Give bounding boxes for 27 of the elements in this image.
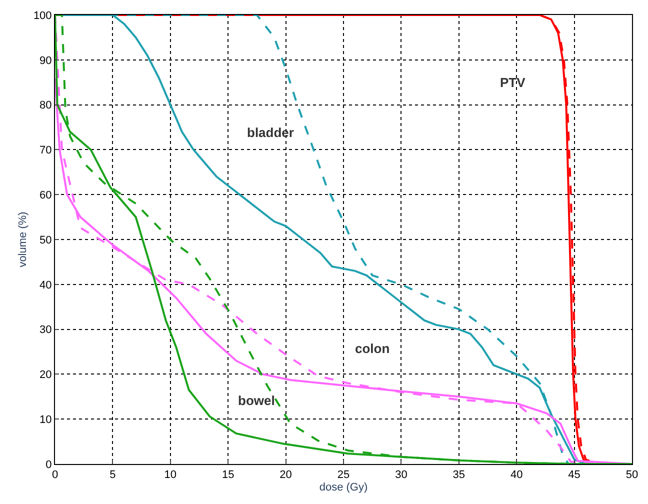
y-tick-label: 10 <box>40 414 52 426</box>
annotation: colon <box>355 341 390 356</box>
x-tick-label: 50 <box>626 469 638 482</box>
y-tick-label: 90 <box>40 54 52 67</box>
y-axis-title: volume (%) <box>17 212 30 268</box>
y-tick-label: 70 <box>40 144 52 157</box>
x-tick-label: 5 <box>110 469 116 482</box>
x-tick-label: 30 <box>395 469 408 482</box>
y-tick-label: 100 <box>33 10 52 22</box>
x-tick-label: 25 <box>337 469 350 482</box>
annotation: PTV <box>500 75 526 90</box>
x-tick-label: 45 <box>568 469 580 482</box>
x-axis-title: dose (Gy) <box>319 481 368 494</box>
x-tick-label: 35 <box>452 469 466 482</box>
x-tick-label: 40 <box>510 469 523 482</box>
annotation: bowel <box>238 393 275 408</box>
y-tick-label: 80 <box>40 100 52 112</box>
y-tick-label: 40 <box>40 279 52 292</box>
y-tick-label: 60 <box>40 189 52 202</box>
y-tick-label: 0 <box>46 458 52 471</box>
x-tick-label: 10 <box>164 469 177 482</box>
x-tick-label: 15 <box>222 469 234 482</box>
y-tick-label: 30 <box>40 324 52 336</box>
x-tick-label: 20 <box>280 469 292 482</box>
y-tick-label: 20 <box>40 369 52 382</box>
y-tick-label: 50 <box>40 234 52 246</box>
annotation: bladder <box>247 125 294 140</box>
